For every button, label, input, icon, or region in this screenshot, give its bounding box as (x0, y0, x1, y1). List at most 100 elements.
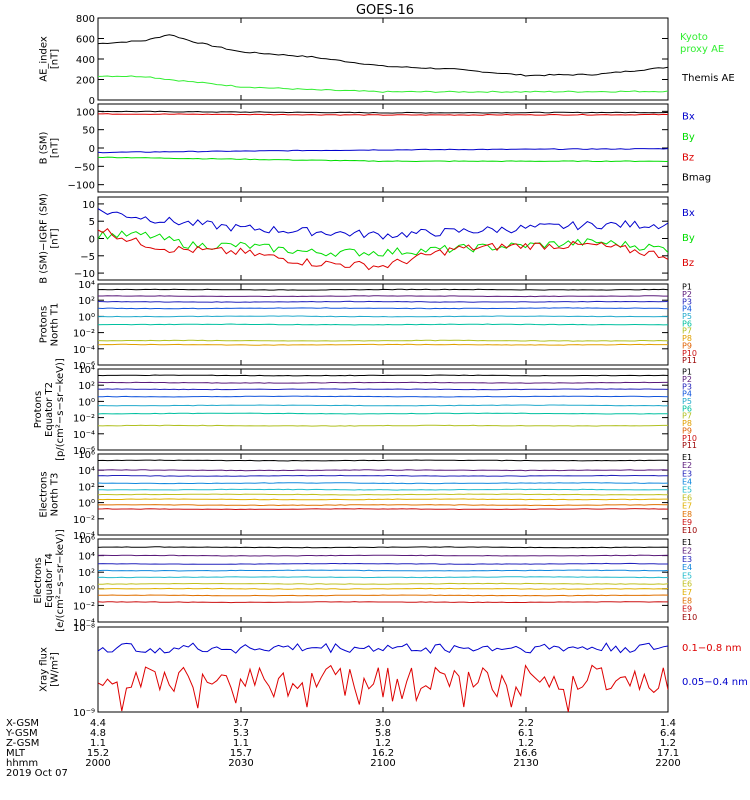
xaxis-row-value: 2030 (228, 758, 253, 769)
y-tick-label: 800 (76, 14, 95, 25)
legend-entry: Kyoto (680, 32, 708, 43)
xaxis-row-value: 15.2 (87, 748, 109, 759)
series-line-p7 (98, 339, 668, 342)
y-tick-label: 10² (78, 482, 95, 493)
xaxis-row-value: 5.8 (375, 728, 391, 739)
y-tick-label: 10⁻² (73, 414, 95, 425)
legend-entry: E8 (682, 596, 692, 605)
series-line-p2 (98, 381, 668, 384)
y-axis-label: [nT] (50, 138, 61, 158)
legend-entry: Bz (682, 152, 694, 163)
legend-entry: Bx (682, 208, 695, 219)
xaxis-row-value: 6.1 (518, 728, 534, 739)
y-axis-label: Electrons (39, 471, 50, 517)
y-tick-label: 10⁶ (78, 535, 95, 546)
legend-entry: P6 (682, 319, 692, 328)
legend-entry: P9 (682, 426, 692, 435)
series-line-e2 (98, 554, 668, 557)
legend-entry: E3 (682, 469, 692, 478)
legend-entry: P3 (682, 297, 692, 306)
xaxis-row-value: 15.7 (230, 748, 252, 759)
panel-data (98, 208, 668, 271)
y-axis-label: Electrons (33, 557, 44, 603)
series-line-bz (98, 113, 668, 116)
y-tick-label: 0 (89, 144, 95, 155)
series-line-p4 (98, 395, 668, 398)
y-tick-label: 200 (76, 76, 95, 87)
panel-data (98, 546, 668, 604)
xaxis-row-value: 1.2 (518, 738, 534, 749)
y-tick-label: 10⁰ (78, 499, 95, 510)
y-axis-label: [e/(cm²−s−sr−keV)] (55, 529, 66, 632)
legend-entry: E8 (682, 510, 692, 519)
series-line-p6 (98, 412, 668, 415)
series-line-0-05-0-4-nm (98, 642, 668, 654)
series-line-bx (98, 208, 668, 240)
series-line-p3 (98, 300, 668, 303)
legend-entry: Bz (682, 258, 694, 269)
series-line-e7 (98, 587, 668, 590)
series-line-bz (98, 227, 668, 271)
xaxis-row-value: 17.1 (657, 748, 679, 759)
y-tick-label: 10⁰ (78, 312, 95, 323)
panel-xray: 10⁻⁸ 10⁻⁹ Xray flux [W/m²] 0.1−0.8 nm 0.05−0.… (39, 623, 748, 719)
series-line-e4 (98, 569, 668, 572)
legend-entry: P6 (682, 404, 692, 413)
y-tick-label: 50 (82, 126, 95, 137)
series-line-e8 (98, 504, 668, 507)
legend-entry: E3 (682, 555, 692, 564)
y-tick-label: 600 (76, 35, 95, 46)
series-line-e2 (98, 469, 668, 472)
series-line-p1 (98, 374, 668, 377)
legend-entry: E10 (682, 613, 697, 622)
legend-entry: E5 (682, 571, 692, 580)
y-axis-label: [W/m²] (50, 652, 61, 687)
y-axis-label: Xray flux (39, 647, 50, 692)
legend-entry: P10 (682, 434, 697, 443)
panel-data (98, 34, 668, 93)
legend-entry: P7 (682, 412, 692, 421)
xaxis-row-value: 1.2 (375, 738, 391, 749)
y-tick-label: 10⁻⁴ (73, 345, 95, 356)
y-tick-label: 400 (76, 55, 95, 66)
legend-entry: P7 (682, 327, 692, 336)
y-tick-label: 5 (89, 217, 95, 228)
panel-pe: 10⁴ 10² 10⁰ 10⁻² 10⁻⁴ 10⁻⁶ Protons Equator T2 [p… (33, 358, 697, 461)
xaxis-row-value: 1.2 (660, 738, 676, 749)
xaxis-row-value: 4.8 (90, 728, 106, 739)
legend-entry: E5 (682, 485, 692, 494)
legend-entry: E4 (682, 477, 692, 486)
legend-entry: E2 (682, 547, 692, 556)
y-axis-label: [nT] (50, 49, 61, 69)
xaxis-row-value: 6.4 (660, 728, 676, 739)
y-tick-label: 10⁻⁸ (73, 623, 95, 634)
series-line-p7 (98, 424, 668, 427)
legend-entry: P5 (682, 397, 692, 406)
y-axis-label: Protons (39, 306, 50, 343)
y-tick-label: 10 (82, 200, 95, 211)
series-line-p6 (98, 323, 668, 326)
series-line-e3 (98, 474, 668, 477)
panel-frame (97, 368, 669, 451)
legend-entry: P4 (682, 305, 692, 314)
series-line-kyoto-proxy-ae (98, 75, 668, 93)
y-tick-label: 10⁻⁶ (73, 446, 95, 457)
y-tick-label: 10⁻⁴ (73, 531, 95, 542)
series-line-p3 (98, 388, 668, 391)
legend-entry: E7 (682, 502, 692, 511)
legend-entry: 0.1−0.8 nm (682, 643, 741, 654)
xaxis-row-label: Y-GSM (5, 728, 38, 739)
x-axis-table: X-GSM 4.4 3.7 3.0 2.2 1.4 Y-GSM 4.8 5.3 5.8 6.1 6.4… (5, 718, 681, 779)
y-tick-label: 10⁰ (78, 397, 95, 408)
panel-data (98, 642, 668, 712)
xaxis-row-label: MLT (6, 748, 26, 759)
xaxis-row-label: X-GSM (6, 718, 39, 729)
series-line-p4 (98, 307, 668, 310)
y-tick-label: −50 (74, 162, 95, 173)
series-line-e5 (98, 576, 668, 579)
y-axis-label: North T1 (50, 303, 61, 347)
series-line-bx (98, 148, 668, 154)
y-axis-label: AE_index (39, 36, 50, 82)
xaxis-row-value: 1.1 (233, 738, 249, 749)
